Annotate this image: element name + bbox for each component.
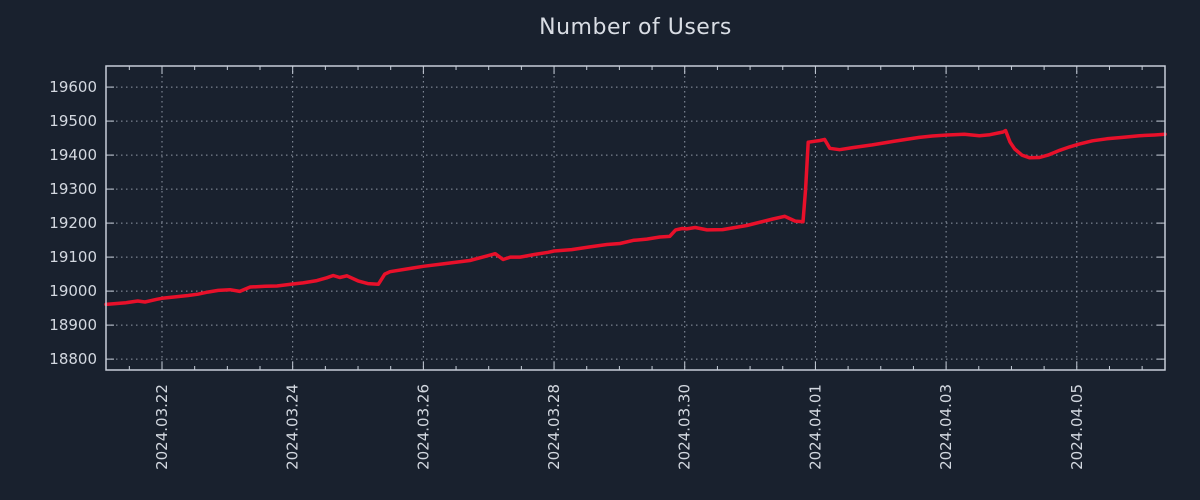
y-tick-label: 19200 — [49, 214, 97, 232]
y-tick-label: 18900 — [49, 316, 97, 334]
x-tick-label: 2024.03.26 — [414, 384, 432, 470]
chart-title: Number of Users — [539, 15, 732, 40]
y-tick-label: 19400 — [49, 146, 97, 164]
y-tick-label: 18800 — [49, 350, 97, 368]
x-tick-label: 2024.04.03 — [937, 384, 955, 470]
y-tick-label: 19500 — [49, 112, 97, 130]
x-tick-label: 2024.04.01 — [806, 384, 824, 470]
series-line — [104, 128, 1167, 307]
x-tick-label: 2024.03.22 — [153, 384, 171, 470]
y-tick-label: 19600 — [49, 78, 97, 96]
y-tick-label: 19300 — [49, 180, 97, 198]
x-tick-label: 2024.04.05 — [1068, 384, 1086, 470]
plot-frame — [105, 65, 1166, 371]
x-tick-label: 2024.03.28 — [545, 384, 563, 470]
y-tick-label: 19100 — [49, 248, 97, 266]
x-tick-label: 2024.03.24 — [284, 384, 302, 470]
x-tick-label: 2024.03.30 — [676, 384, 694, 470]
y-tick-label: 19000 — [49, 282, 97, 300]
